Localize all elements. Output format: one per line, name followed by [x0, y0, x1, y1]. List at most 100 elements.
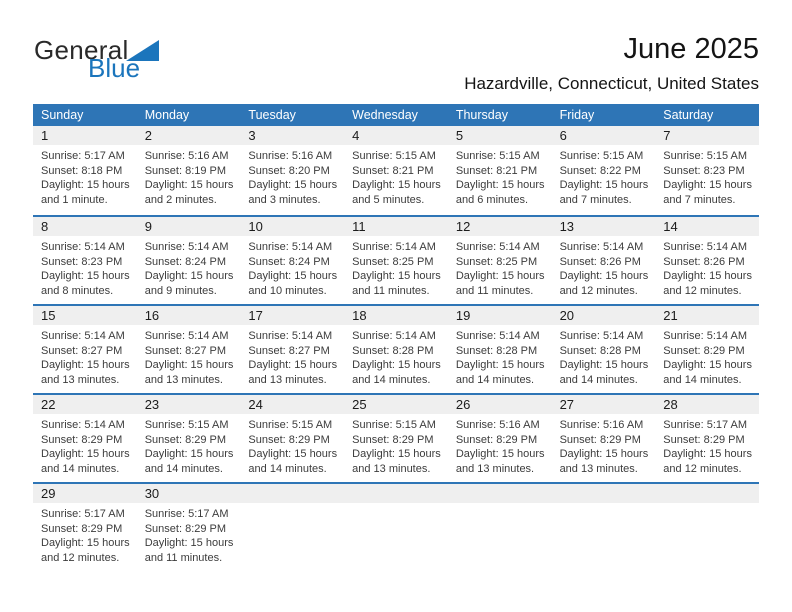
sunset-line-label: Sunset: [248, 164, 286, 177]
weekday-header-saturday: Saturday [663, 108, 714, 122]
empty-day-cell [655, 484, 759, 571]
empty-day-cell [344, 484, 448, 571]
day-info: Sunrise: 5:14 AM Sunset: 8:27 PM Daylight:… [240, 325, 344, 387]
sunset-line-value: 8:26 PM [703, 255, 745, 268]
sunrise-line: Sunrise: 5:15 AM [352, 418, 446, 433]
daylight-line-label: Daylight: [663, 448, 707, 460]
empty-day-cell [240, 484, 345, 571]
sunset-line-label: Sunset: [41, 255, 79, 268]
daylight-line: Daylight: 15 hours [144, 179, 234, 191]
sunrise-line-value: 5:15 AM [395, 150, 436, 162]
daylight-line-label: Daylight: [41, 537, 84, 549]
empty-day-cell [447, 484, 552, 571]
sunset-line: Sunset: 8:29 PM [456, 433, 550, 448]
sunrise-line-value: 5:16 AM [291, 150, 333, 162]
daylight-line-label: Daylight: [663, 359, 707, 371]
sunset-line-label: Sunset: [352, 344, 390, 357]
sunrise-line-label: Sunrise: [248, 419, 289, 431]
sunrise-line-value: 5:14 AM [188, 330, 229, 342]
sunset-line-value: 8:28 PM [392, 344, 434, 357]
sunrise-line: Sunrise: 5:15 AM [145, 418, 239, 433]
sunset-line-label: Sunset: [663, 255, 701, 268]
daylight-line-label: Daylight: [455, 448, 499, 460]
day-info: Sunrise: 5:17 AM Sunset: 8:29 PM Daylight:… [33, 503, 137, 565]
sunset-line-value: 8:29 PM [288, 433, 330, 446]
day-info: Sunrise: 5:17 AM Sunset: 8:18 PM Daylight:… [33, 145, 137, 207]
daylight-line2: and 14 minutes. [41, 462, 120, 475]
daylight-line2: and 5 minutes. [352, 193, 425, 206]
sunset-line-label: Sunset: [144, 164, 183, 177]
daylight-line-label: Daylight: [352, 359, 395, 371]
sunrise-line-value: 5:17 AM [84, 150, 125, 162]
sunrise-line: Sunrise: 5:14 AM [352, 329, 446, 344]
sunrise-line-value: 5:16 AM [188, 150, 229, 162]
daylight-line-label: Daylight: [455, 270, 499, 282]
sunrise-line-value: 5:14 AM [602, 241, 644, 253]
sunrise-line-label: Sunrise: [41, 241, 82, 253]
daylight-line-label: Daylight: [455, 359, 499, 371]
day-info: Sunrise: 5:14 AM Sunset: 8:25 PM Daylight:… [344, 236, 448, 298]
sunrise-line-label: Sunrise: [41, 508, 82, 520]
sunset-line-value: 8:24 PM [185, 255, 227, 268]
sunset-line-value: 8:23 PM [703, 164, 745, 177]
day-info: Sunrise: 5:17 AM Sunset: 8:29 PM Daylight:… [655, 414, 759, 476]
sunrise-line-value: 5:14 AM [499, 330, 540, 342]
sunrise-line-label: Sunrise: [144, 330, 186, 342]
daylight-line2: and 12 minutes. [663, 462, 742, 475]
sunset-line: Sunset: 8:27 PM [248, 344, 342, 359]
daylight-line: Daylight: 15 hours [663, 448, 752, 460]
daylight-line: Daylight: 15 hours [559, 448, 649, 460]
sunrise-line-value: 5:15 AM [499, 150, 540, 162]
daylight-line2: and 2 minutes. [144, 193, 217, 206]
sunset-line-label: Sunset: [559, 255, 597, 268]
daylight-line-label: Daylight: [559, 179, 603, 191]
sunrise-line-value: 5:14 AM [84, 241, 125, 253]
sunrise-line-label: Sunrise: [248, 241, 289, 253]
day-cell: 17 Sunrise: 5:14 AM Sunset: 8:27 PM Dayligh… [240, 306, 345, 393]
sunset-line-value: 8:24 PM [288, 255, 330, 268]
day-number: 7 [655, 126, 759, 145]
day-info: Sunrise: 5:14 AM Sunset: 8:27 PM Daylight:… [137, 325, 241, 387]
header: June 2025 Hazardville, Connecticut, Unit… [464, 33, 759, 94]
day-cell: 24 Sunrise: 5:15 AM Sunset: 8:29 PM Dayligh… [240, 395, 345, 482]
day-cell: 19 Sunrise: 5:14 AM Sunset: 8:28 PM Dayligh… [447, 306, 552, 393]
sunrise-line-label: Sunrise: [455, 330, 497, 342]
sunset-line-label: Sunset: [352, 433, 390, 446]
daylight-line-label: Daylight: [144, 359, 188, 371]
daylight-line2: and 13 minutes. [41, 373, 120, 386]
daylight-line2: and 11 minutes. [455, 284, 534, 297]
daylight-line-label: Daylight: [144, 179, 188, 191]
daylight-line: Daylight: 15 hours [663, 359, 752, 371]
sunset-line-value: 8:29 PM [703, 433, 745, 446]
sunrise-line-value: 5:15 AM [602, 150, 644, 162]
day-number: 24 [240, 395, 345, 414]
sunrise-line: Sunrise: 5:17 AM [41, 149, 135, 164]
daylight-line: Daylight: 15 hours [663, 179, 752, 191]
sunrise-line: Sunrise: 5:14 AM [248, 240, 342, 255]
day-cell: 6 Sunrise: 5:15 AM Sunset: 8:22 PM Daylight… [551, 126, 656, 215]
daylight-line2: and 13 minutes. [455, 462, 535, 475]
sunset-line: Sunset: 8:20 PM [248, 164, 342, 179]
day-number [655, 484, 759, 503]
sunset-line-label: Sunset: [663, 164, 701, 177]
day-number: 22 [33, 395, 137, 414]
logo-top-row: General [34, 37, 159, 63]
day-cell: 3 Sunrise: 5:16 AM Sunset: 8:20 PM Daylight… [240, 126, 345, 215]
sunset-line-value: 8:28 PM [599, 344, 641, 357]
sunset-line: Sunset: 8:29 PM [663, 433, 757, 448]
day-number: 21 [655, 306, 759, 325]
daylight-line-label: Daylight: [559, 359, 603, 371]
sunset-line: Sunset: 8:29 PM [41, 522, 135, 537]
day-number: 3 [240, 126, 345, 145]
daylight-line: Daylight: 15 hours [248, 359, 338, 371]
weekday-header-monday: Monday [144, 108, 190, 122]
sunset-line: Sunset: 8:29 PM [352, 433, 446, 448]
day-cell: 5 Sunrise: 5:15 AM Sunset: 8:21 PM Daylight… [447, 126, 552, 215]
daylight-line2: and 12 minutes. [663, 284, 742, 297]
sunset-line-value: 8:29 PM [81, 433, 123, 446]
sunrise-line-label: Sunrise: [41, 419, 82, 431]
day-info: Sunrise: 5:17 AM Sunset: 8:29 PM Daylight:… [137, 503, 241, 565]
day-info: Sunrise: 5:15 AM Sunset: 8:21 PM Daylight:… [344, 145, 448, 207]
sunrise-line-label: Sunrise: [41, 150, 82, 162]
